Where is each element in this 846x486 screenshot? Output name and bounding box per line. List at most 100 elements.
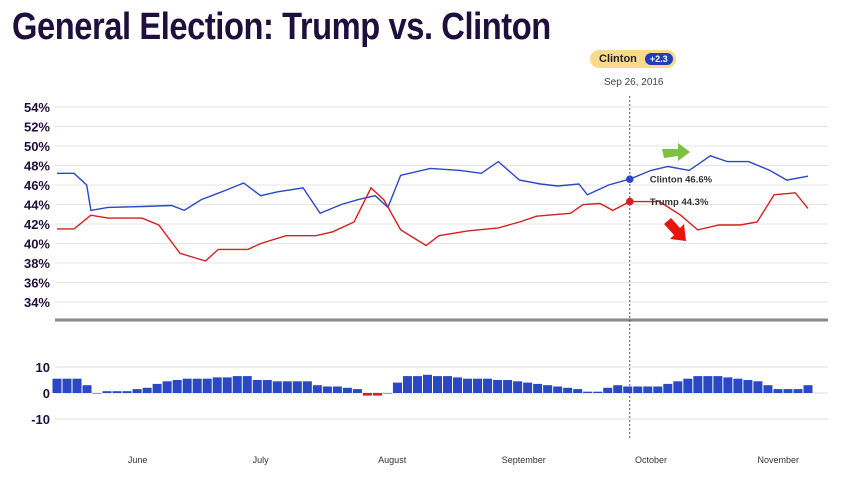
clinton-cursor-dot <box>625 175 634 183</box>
margin-bar <box>82 385 92 393</box>
margin-bar <box>402 376 412 393</box>
margin-bar <box>713 376 723 393</box>
margin-bar <box>603 387 613 393</box>
margin-bar <box>52 378 62 393</box>
margin-bar <box>643 386 653 393</box>
margin-bar <box>232 376 242 393</box>
margin-bar <box>483 378 493 393</box>
margin-bar <box>543 385 553 393</box>
margin-bar <box>252 380 262 393</box>
margin-bar <box>312 385 322 393</box>
margin-bar <box>282 381 292 393</box>
y-tick-label: 34% <box>24 295 50 310</box>
margin-bar <box>673 381 683 393</box>
margin-bar <box>523 382 533 393</box>
arrow-down-icon <box>664 218 686 241</box>
margin-bar <box>192 378 202 393</box>
margin-bar <box>412 376 422 393</box>
clinton-line <box>57 155 809 215</box>
margin-bar <box>463 378 473 393</box>
margin-bar <box>803 385 813 393</box>
margin-bar <box>162 381 172 393</box>
margin-bar <box>503 380 513 393</box>
margin-y-tick-label: -10 <box>31 412 50 427</box>
y-tick-label: 48% <box>24 159 50 174</box>
margin-bar <box>352 389 362 393</box>
margin-bar <box>102 391 112 393</box>
margin-bar <box>172 380 182 393</box>
month-label: August <box>378 455 407 465</box>
margin-bar <box>242 376 252 393</box>
y-tick-label: 36% <box>24 276 50 291</box>
margin-bar <box>793 389 803 393</box>
trump-cursor-dot <box>625 197 634 206</box>
margin-bar <box>262 380 272 393</box>
y-tick-label: 44% <box>24 198 50 213</box>
trump-line <box>57 186 809 262</box>
y-tick-label: 52% <box>24 120 50 135</box>
margin-bar <box>342 387 352 393</box>
y-tick-label: 54% <box>24 100 50 115</box>
margin-bar <box>693 376 703 393</box>
margin-bar <box>62 378 72 393</box>
leader-margin: +2.3 <box>644 53 673 65</box>
margin-bar <box>683 378 693 393</box>
leader-name: Clinton <box>599 53 637 65</box>
margin-bar <box>222 377 232 393</box>
month-label: November <box>758 455 800 465</box>
margin-bar <box>513 381 523 393</box>
margin-y-tick-label: 0 <box>43 386 50 401</box>
margin-bar <box>443 376 453 393</box>
margin-bar <box>122 391 132 393</box>
margin-bar <box>433 376 443 393</box>
margin-bar <box>132 389 142 393</box>
margin-bar <box>533 383 543 393</box>
month-label: June <box>128 455 148 465</box>
arrow-up-icon <box>662 143 690 161</box>
y-tick-label: 38% <box>24 256 50 271</box>
margin-bar <box>563 387 573 393</box>
y-tick-label: 50% <box>24 139 50 154</box>
margin-bar <box>142 387 152 393</box>
margin-bar <box>653 386 663 393</box>
margin-bar <box>753 381 763 393</box>
margin-bar <box>152 383 162 393</box>
y-tick-label: 40% <box>24 237 50 252</box>
margin-bar <box>623 386 633 393</box>
margin-bar <box>723 377 733 393</box>
month-label: July <box>253 455 270 465</box>
cursor-date: Sep 26, 2016 <box>604 77 664 88</box>
margin-bar <box>212 377 222 393</box>
page-title: General Election: Trump vs. Clinton <box>12 6 551 48</box>
margin-bar <box>322 386 332 393</box>
margin-bar <box>182 378 192 393</box>
margin-bar <box>372 393 382 396</box>
margin-bar <box>202 378 212 393</box>
margin-bar <box>663 383 673 393</box>
y-tick-label: 46% <box>24 178 50 193</box>
margin-bar <box>763 385 773 393</box>
margin-bar <box>292 381 302 393</box>
margin-bar <box>593 391 603 393</box>
margin-bar <box>272 381 282 393</box>
month-label: September <box>502 455 546 465</box>
trump-value-label: Trump 44.3% <box>650 197 709 208</box>
leader-badge: Clinton +2.3 <box>590 50 676 68</box>
margin-bar <box>783 389 793 393</box>
margin-bar <box>583 391 593 393</box>
margin-bar <box>392 382 402 393</box>
margin-y-tick-label: 10 <box>36 360 50 375</box>
margin-bar <box>302 381 312 393</box>
margin-bar <box>703 376 713 393</box>
margin-bar <box>633 386 643 393</box>
margin-bar <box>553 386 563 393</box>
margin-bar <box>613 385 623 393</box>
y-tick-label: 42% <box>24 217 50 232</box>
margin-bar <box>453 377 463 393</box>
margin-bar <box>112 391 122 393</box>
margin-bar <box>773 389 783 393</box>
margin-bar <box>733 378 743 393</box>
margin-bar <box>573 389 583 393</box>
margin-bar <box>473 378 483 393</box>
